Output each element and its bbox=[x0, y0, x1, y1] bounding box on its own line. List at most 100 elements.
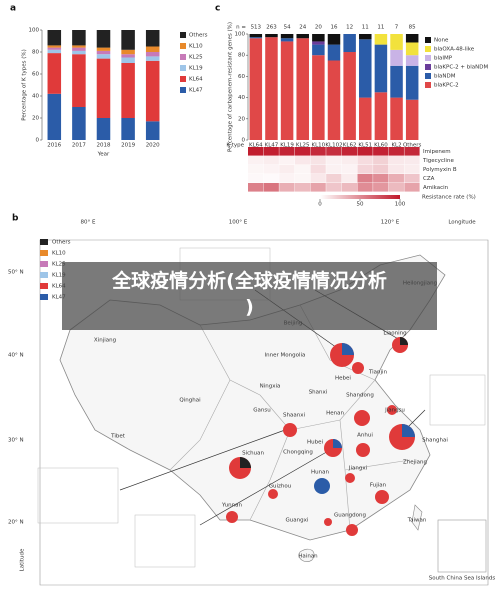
bar-segment bbox=[390, 65, 403, 98]
longitude-label: 80° E bbox=[81, 220, 96, 226]
heat-cell bbox=[373, 156, 389, 165]
x-tick-label: KL10 bbox=[312, 143, 326, 149]
heat-cell bbox=[279, 165, 295, 174]
legend-swatch bbox=[40, 272, 48, 278]
longitude-axis-label: Longitude bbox=[448, 220, 476, 226]
legend-swatch bbox=[40, 250, 48, 256]
bar-segment bbox=[280, 34, 294, 39]
heat-cell bbox=[279, 174, 295, 183]
legend-label: KL64 bbox=[52, 284, 66, 290]
x-tick-label: 2018 bbox=[97, 143, 111, 149]
bar-segment bbox=[327, 34, 341, 45]
bar-segment bbox=[327, 44, 341, 61]
panel-label: b bbox=[12, 214, 19, 224]
bar-segment bbox=[249, 34, 263, 38]
heat-cell bbox=[248, 165, 264, 174]
bar-segment bbox=[96, 47, 111, 51]
heat-cell bbox=[310, 156, 326, 165]
heat-cell bbox=[263, 183, 279, 192]
legend-label: blaNDM bbox=[434, 74, 456, 80]
bar-segment bbox=[374, 44, 388, 93]
place-label: Sichuan bbox=[242, 451, 264, 457]
heat-cell bbox=[310, 147, 326, 156]
place-label: Hebei bbox=[335, 376, 351, 382]
place-label: Chongqing bbox=[283, 450, 313, 456]
x-tick-label: KL25 bbox=[296, 143, 310, 149]
bar-segment bbox=[121, 63, 135, 118]
heat-cell bbox=[326, 174, 342, 183]
heat-cell bbox=[357, 147, 373, 156]
latitude-label: 40° N bbox=[8, 353, 24, 359]
province-borders bbox=[169, 304, 411, 531]
banner-line: 全球疫情分析(全球疫情情况分析 bbox=[112, 270, 387, 292]
heat-cell bbox=[357, 165, 373, 174]
count-label: 16 bbox=[331, 25, 338, 31]
heat-cell bbox=[294, 165, 311, 174]
heat-cell bbox=[388, 183, 404, 192]
place-label: Hubei bbox=[307, 440, 323, 446]
heat-cell bbox=[373, 165, 389, 174]
latitude-label: 20° N bbox=[8, 520, 24, 526]
heat-cell bbox=[404, 156, 420, 165]
heat-cell bbox=[279, 156, 295, 165]
legend-swatch bbox=[180, 43, 186, 49]
legend-swatch bbox=[40, 283, 48, 289]
heat-cell bbox=[263, 165, 279, 174]
bar-segment bbox=[312, 41, 325, 45]
heat-cell bbox=[341, 147, 358, 156]
bar-segment bbox=[47, 45, 62, 48]
heat-cell bbox=[357, 183, 373, 192]
legend-label: KL25 bbox=[189, 55, 203, 61]
legend-label: blaKPC-2 bbox=[434, 83, 459, 89]
heat-cell bbox=[388, 156, 404, 165]
title-banner: 全球疫情分析(全球疫情情况分析) bbox=[62, 262, 437, 330]
place-label: Shaanxi bbox=[283, 413, 305, 419]
heat-cell bbox=[310, 183, 326, 192]
place-label: Gansu bbox=[253, 408, 270, 414]
sea-inset bbox=[437, 519, 487, 573]
y-tick-label: 60 bbox=[238, 74, 245, 80]
x-tick-label: KL64 bbox=[249, 143, 263, 149]
heat-cell bbox=[294, 174, 311, 183]
bar-segment bbox=[405, 34, 419, 43]
legend-swatch bbox=[180, 32, 186, 38]
x-tick-label: Others bbox=[403, 143, 422, 149]
place-label: Shanghai bbox=[422, 438, 448, 444]
banner-text: 全球疫情分析(全球疫情情况分析) bbox=[62, 262, 437, 320]
taiwan-island bbox=[411, 504, 423, 531]
heat-cell bbox=[373, 183, 389, 192]
place-label: Guangdong bbox=[334, 513, 366, 519]
x-axis-label: K type bbox=[226, 143, 244, 149]
count-label: 20 bbox=[315, 25, 322, 31]
count-label: 12 bbox=[346, 25, 353, 31]
legend-swatch bbox=[425, 73, 431, 79]
bar-segment bbox=[312, 44, 325, 56]
heat-cell bbox=[341, 165, 358, 174]
bar-segment bbox=[47, 93, 62, 140]
legend-swatch bbox=[40, 294, 48, 300]
legend-swatch bbox=[425, 55, 431, 61]
longitude-label: 100° E bbox=[229, 220, 248, 226]
legend-swatch bbox=[40, 261, 48, 267]
colorbar-tick-label: 0 bbox=[318, 202, 322, 208]
place-label: Anhui bbox=[357, 433, 373, 439]
legend-swatch bbox=[425, 37, 431, 43]
bar-segment bbox=[96, 50, 111, 55]
heat-cell bbox=[326, 183, 342, 192]
heat-cell bbox=[341, 156, 358, 165]
panel-label: c bbox=[215, 4, 220, 14]
bar-segment bbox=[96, 54, 111, 59]
bar-segment bbox=[405, 65, 419, 100]
bar-segment bbox=[72, 30, 86, 46]
bar-segment bbox=[145, 60, 160, 122]
hainan-island bbox=[298, 548, 315, 563]
heat-cell bbox=[341, 183, 358, 192]
count-label: 513 bbox=[251, 25, 262, 31]
heat-cell bbox=[279, 183, 295, 192]
heat-cell bbox=[263, 147, 279, 156]
bar-segment bbox=[249, 38, 263, 140]
bar-segment bbox=[390, 49, 403, 66]
place-label: Jiangsu bbox=[384, 408, 405, 414]
legend-label: KL47 bbox=[189, 88, 203, 94]
heat-cell bbox=[248, 183, 264, 192]
